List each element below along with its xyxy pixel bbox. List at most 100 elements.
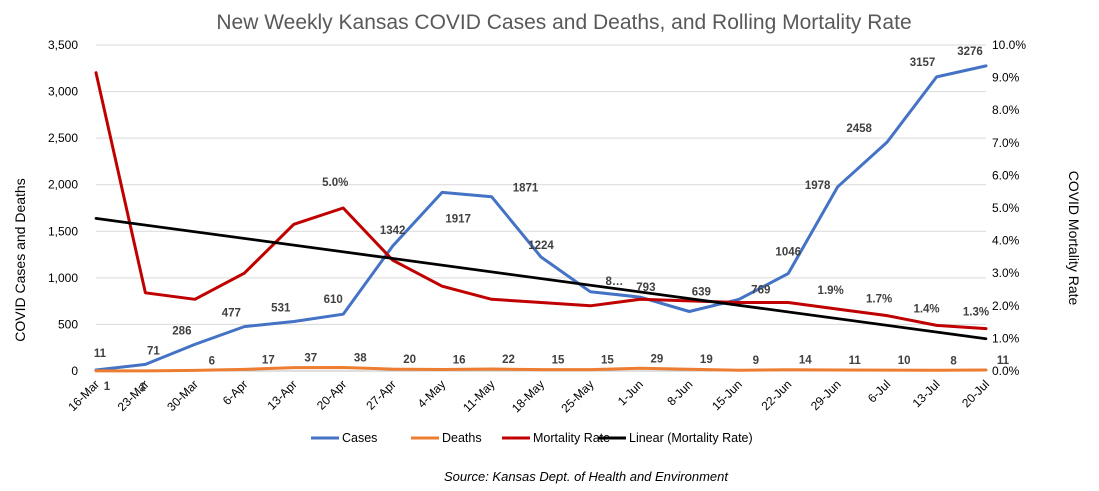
right-tick-label: 9.0% <box>992 71 1020 85</box>
x-tick-label: 23-Mar <box>115 377 152 414</box>
left-axis-ticks: 0 500 1,000 1,500 2,000 2,500 3,000 3,500 <box>48 38 78 378</box>
left-tick-label: 3,500 <box>48 38 78 52</box>
gridlines <box>96 44 986 372</box>
data-label-cases: 531 <box>271 303 291 315</box>
data-label-deaths: 22 <box>502 354 515 366</box>
x-tick-label: 27-Apr <box>363 377 398 412</box>
data-label-cases: 3276 <box>957 46 983 58</box>
x-tick-label: 1-Jun <box>615 377 646 408</box>
right-tick-label: 0.0% <box>992 364 1020 378</box>
data-label-deaths: 20 <box>403 354 416 366</box>
x-tick-label: 8-Jun <box>664 377 695 408</box>
data-label-deaths: 17 <box>262 354 275 366</box>
x-tick-label: 4-May <box>415 377 448 410</box>
x-tick-label: 20-Jul <box>959 377 992 410</box>
x-tick-label: 16-Mar <box>65 377 102 414</box>
right-tick-label: 2.0% <box>992 299 1020 313</box>
series-line-linear-mortality-rate <box>94 217 988 341</box>
data-label-deaths: 15 <box>601 355 614 367</box>
right-tick-label: 3.0% <box>992 266 1020 280</box>
data-label-deaths: 1 <box>104 381 111 393</box>
data-label-deaths: 29 <box>650 353 663 365</box>
x-tick-label: 15-Jun <box>709 377 745 413</box>
data-label-cases: 2458 <box>846 123 872 135</box>
x-tick-label: 13-Apr <box>265 377 300 412</box>
right-tick-label: 10.0% <box>992 38 1026 52</box>
data-label-cases: 477 <box>222 308 241 320</box>
data-label-deaths: 1 <box>139 382 146 394</box>
data-label-deaths: 15 <box>552 355 565 367</box>
x-tick-label: 6-Jul <box>865 377 893 405</box>
legend-item: Mortality Rate <box>533 431 610 445</box>
data-label-cases: 1978 <box>805 180 831 192</box>
data-label-deaths: 11 <box>997 355 1010 367</box>
right-tick-label: 7.0% <box>992 136 1020 150</box>
data-label-mortality-rate: 5.0% <box>322 177 348 189</box>
x-tick-label: 6-Apr <box>220 377 251 408</box>
data-label-mortality-rate: 1.7% <box>866 294 892 306</box>
data-label-cases: 8… <box>605 276 623 288</box>
data-label-cases: 1224 <box>528 240 554 252</box>
x-tick-label: 13-Jul <box>910 377 943 410</box>
data-label-deaths: 37 <box>304 353 317 365</box>
x-tick-label: 20-Apr <box>314 377 349 412</box>
data-label-deaths: 16 <box>453 355 466 367</box>
data-label-cases: 769 <box>751 284 770 296</box>
x-tick-label: 30-Mar <box>164 377 201 414</box>
data-label-cases: 71 <box>147 345 160 357</box>
data-label-cases: 1046 <box>775 247 801 259</box>
x-tick-label: 11-May <box>460 377 498 415</box>
data-label-deaths: 9 <box>753 355 759 367</box>
data-label-cases: 286 <box>172 325 191 337</box>
data-label-deaths: 19 <box>700 354 713 366</box>
series-lines <box>94 64 988 373</box>
legend-item: Deaths <box>442 431 482 445</box>
data-label-cases: 793 <box>636 282 655 294</box>
data-label-cases: 11 <box>94 348 107 360</box>
x-axis-ticks: 16-Mar 23-Mar 30-Mar 6-Apr 13-Apr 20-Apr 27-Ap… <box>65 377 992 415</box>
data-label-deaths: 11 <box>849 355 862 367</box>
data-label-deaths: 38 <box>354 352 367 364</box>
series-line-deaths <box>94 366 988 373</box>
data-label-deaths: 6 <box>209 355 215 367</box>
left-axis-title: COVID Cases and Deaths <box>12 178 28 341</box>
data-label-mortality-rate: 1.9% <box>818 285 844 297</box>
x-tick-label: 18-May <box>509 377 547 415</box>
left-tick-label: 500 <box>58 317 78 331</box>
x-tick-label: 29-Jun <box>808 377 844 413</box>
data-label-cases: 1917 <box>445 213 471 225</box>
right-tick-label: 1.0% <box>992 331 1020 345</box>
right-tick-label: 5.0% <box>992 201 1020 215</box>
x-tick-label: 25-May <box>558 377 596 415</box>
left-tick-label: 3,000 <box>48 85 78 99</box>
right-axis-title: COVID Mortality Rate <box>1066 171 1082 306</box>
right-axis-ticks: 0.0% 1.0% 2.0% 3.0% 4.0% 5.0% 6.0% 7.0% 8.0% 9.0%… <box>992 38 1026 378</box>
data-label-cases: 1871 <box>513 183 539 195</box>
x-tick-label: 22-Jun <box>758 377 794 413</box>
left-tick-label: 2,000 <box>48 178 78 192</box>
left-tick-label: 1,000 <box>48 271 78 285</box>
data-label-mortality-rate: 1.3% <box>963 307 989 319</box>
right-tick-label: 6.0% <box>992 168 1020 182</box>
data-label-mortality-rate: 1.4% <box>913 303 939 315</box>
legend: Cases Deaths Mortality Rate Linear (Mortali… <box>311 431 753 445</box>
data-label-cases: 610 <box>324 294 343 306</box>
series-line-cases <box>94 64 988 372</box>
data-label-cases: 3157 <box>910 57 936 69</box>
data-label-deaths: 8 <box>950 355 957 367</box>
data-label-cases: 1342 <box>380 225 406 237</box>
source-note: Source: Kansas Dept. of Health and Envir… <box>444 469 729 484</box>
left-tick-label: 1,500 <box>48 224 78 238</box>
series-line-mortality-rate <box>94 71 988 331</box>
legend-item: Cases <box>342 431 377 445</box>
data-label-deaths: 10 <box>898 355 911 367</box>
left-tick-label: 2,500 <box>48 131 78 145</box>
left-tick-label: 0 <box>71 364 78 378</box>
right-tick-label: 4.0% <box>992 234 1020 248</box>
data-label-cases: 639 <box>692 286 711 298</box>
chart-title: New Weekly Kansas COVID Cases and Deaths… <box>216 11 911 34</box>
right-tick-label: 8.0% <box>992 103 1020 117</box>
data-label-deaths: 14 <box>799 355 812 367</box>
